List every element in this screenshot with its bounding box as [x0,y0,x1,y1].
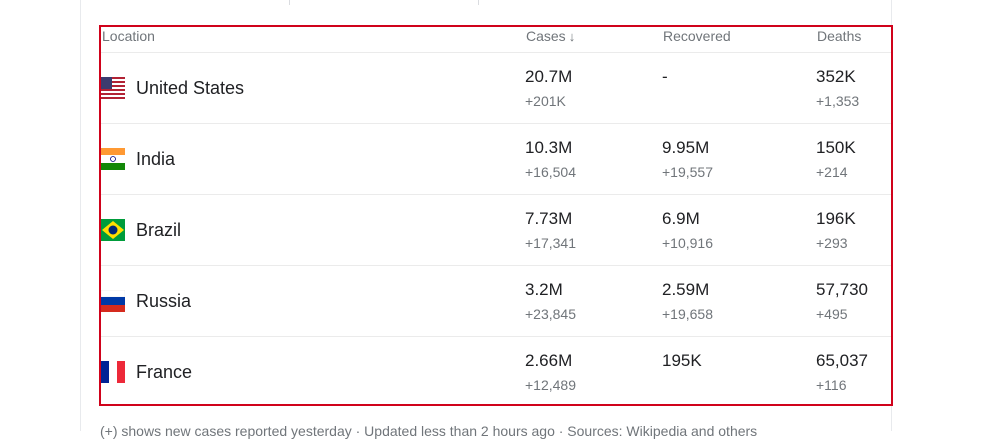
recovered-value: 9.95M [662,138,710,157]
deaths-delta: +214 [816,164,848,180]
country-name: France [136,362,193,382]
header-cases[interactable]: Cases ↓ [526,28,576,44]
cases-value: 7.73M [525,209,573,228]
recovered-value: 6.9M [662,209,700,228]
deaths-delta: +116 [816,377,847,393]
russia-flag-icon [101,290,125,312]
cases-value: 2.66M [525,351,573,370]
recovered-value: - [662,67,668,86]
recovered-delta: +10,916 [662,235,713,251]
cases-value: 3.2M [525,280,563,299]
cases-delta: +23,845 [525,306,576,322]
cases-delta: +16,504 [525,164,576,180]
tab-divider [478,0,479,5]
recovered-cell: 195K [662,351,702,371]
table-row[interactable]: Brazil 7.73M +17,341 6.9M +10,916 196K +… [99,195,893,266]
deaths-delta: +293 [816,235,848,251]
recovered-cell: 2.59M +19,658 [662,280,713,322]
india-flag-icon [101,148,125,170]
recovered-delta: +19,658 [662,306,713,322]
table-row[interactable]: United States 20.7M +201K - 352K +1,353 [99,53,893,124]
deaths-value: 57,730 [816,280,868,299]
header-recovered[interactable]: Recovered [663,28,731,44]
recovered-cell: - [662,67,668,87]
deaths-cell: 150K +214 [816,138,856,180]
cases-cell: 20.7M +201K [525,67,572,109]
country-name: Brazil [136,220,182,240]
cases-cell: 2.66M +12,489 [525,351,576,393]
deaths-delta: +495 [816,306,848,322]
recovered-value: 195K [662,351,702,370]
deaths-value: 352K [816,67,856,86]
brazil-flag-icon [101,219,125,241]
us-flag-icon [101,77,125,99]
country-name: United States [136,78,245,98]
table-row[interactable]: India 10.3M +16,504 9.95M +19,557 150K +… [99,124,893,195]
deaths-cell: 57,730 +495 [816,280,868,322]
cases-delta: +201K [525,93,566,109]
country-name: Russia [136,291,192,311]
table-row[interactable]: France 2.66M +12,489 195K 65,037 +116 [99,337,893,407]
deaths-cell: 352K +1,353 [816,67,859,109]
france-flag-icon [101,361,125,383]
recovered-value: 2.59M [662,280,710,299]
header-deaths[interactable]: Deaths [817,28,862,44]
cases-delta: +12,489 [525,377,576,393]
cases-value: 20.7M [525,67,573,86]
cases-cell: 10.3M +16,504 [525,138,576,180]
cases-delta: +17,341 [525,235,576,251]
tab-divider [289,0,290,5]
deaths-cell: 65,037 +116 [816,351,868,393]
deaths-cell: 196K +293 [816,209,856,251]
cases-cell: 3.2M +23,845 [525,280,576,322]
arrow-down-icon: ↓ [568,29,576,44]
recovered-cell: 9.95M +19,557 [662,138,713,180]
table-row[interactable]: Russia 3.2M +23,845 2.59M +19,658 57,730… [99,266,893,337]
country-name: India [136,149,176,169]
deaths-value: 150K [816,138,856,157]
header-location[interactable]: Location [102,28,155,44]
recovered-cell: 6.9M +10,916 [662,209,713,251]
cases-cell: 7.73M +17,341 [525,209,576,251]
table-header: Location Cases ↓ Recovered Deaths [99,25,893,53]
recovered-delta: +19,557 [662,164,713,180]
cases-value: 10.3M [525,138,573,157]
footer-note: (+) shows new cases reported yesterday ·… [100,423,758,439]
covid-stats-table: Location Cases ↓ Recovered Deaths United … [99,25,893,407]
deaths-delta: +1,353 [816,93,860,109]
deaths-value: 196K [816,209,856,228]
deaths-value: 65,037 [816,351,868,370]
